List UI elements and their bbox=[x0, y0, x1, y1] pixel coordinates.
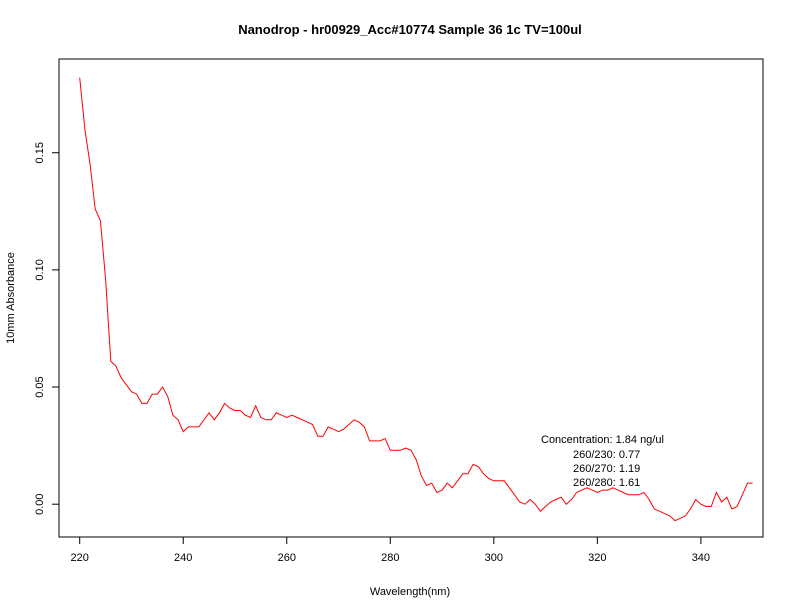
annotation-concentration: Concentration: 1.84 ng/ul bbox=[541, 434, 664, 446]
stats-annotation: Concentration: 1.84 ng/ul 260/230: 0.77 … bbox=[541, 434, 664, 489]
x-tick-label: 240 bbox=[174, 552, 192, 564]
x-tick-label: 220 bbox=[71, 552, 89, 564]
y-axis-label: 10mm Absorbance bbox=[5, 252, 17, 344]
x-tick-label: 320 bbox=[588, 552, 606, 564]
y-tick-label: 0.15 bbox=[34, 142, 46, 163]
chart-title: Nanodrop - hr00929_Acc#10774 Sample 36 1… bbox=[238, 22, 582, 37]
y-tick-label: 0.00 bbox=[34, 493, 46, 514]
plot-frame bbox=[58, 58, 764, 538]
x-tick-label: 340 bbox=[692, 552, 710, 564]
x-axis-label: Wavelength(nm) bbox=[370, 586, 450, 598]
y-tick-label: 0.05 bbox=[34, 376, 46, 397]
series-line bbox=[79, 77, 753, 522]
annotation-ratio-280: 260/280: 1.61 bbox=[573, 477, 640, 489]
y-tick-label: 0.10 bbox=[34, 259, 46, 280]
y-axis: 0.00 0.05 0.10 0.15 bbox=[34, 142, 59, 515]
x-tick-label: 300 bbox=[485, 552, 503, 564]
annotation-ratio-270: 260/270: 1.19 bbox=[573, 463, 640, 475]
annotation-ratio-230: 260/230: 0.77 bbox=[573, 449, 640, 461]
x-axis: 220 240 260 280 300 320 340 bbox=[71, 537, 710, 564]
x-tick-label: 280 bbox=[381, 552, 399, 564]
x-tick-label: 260 bbox=[278, 552, 296, 564]
